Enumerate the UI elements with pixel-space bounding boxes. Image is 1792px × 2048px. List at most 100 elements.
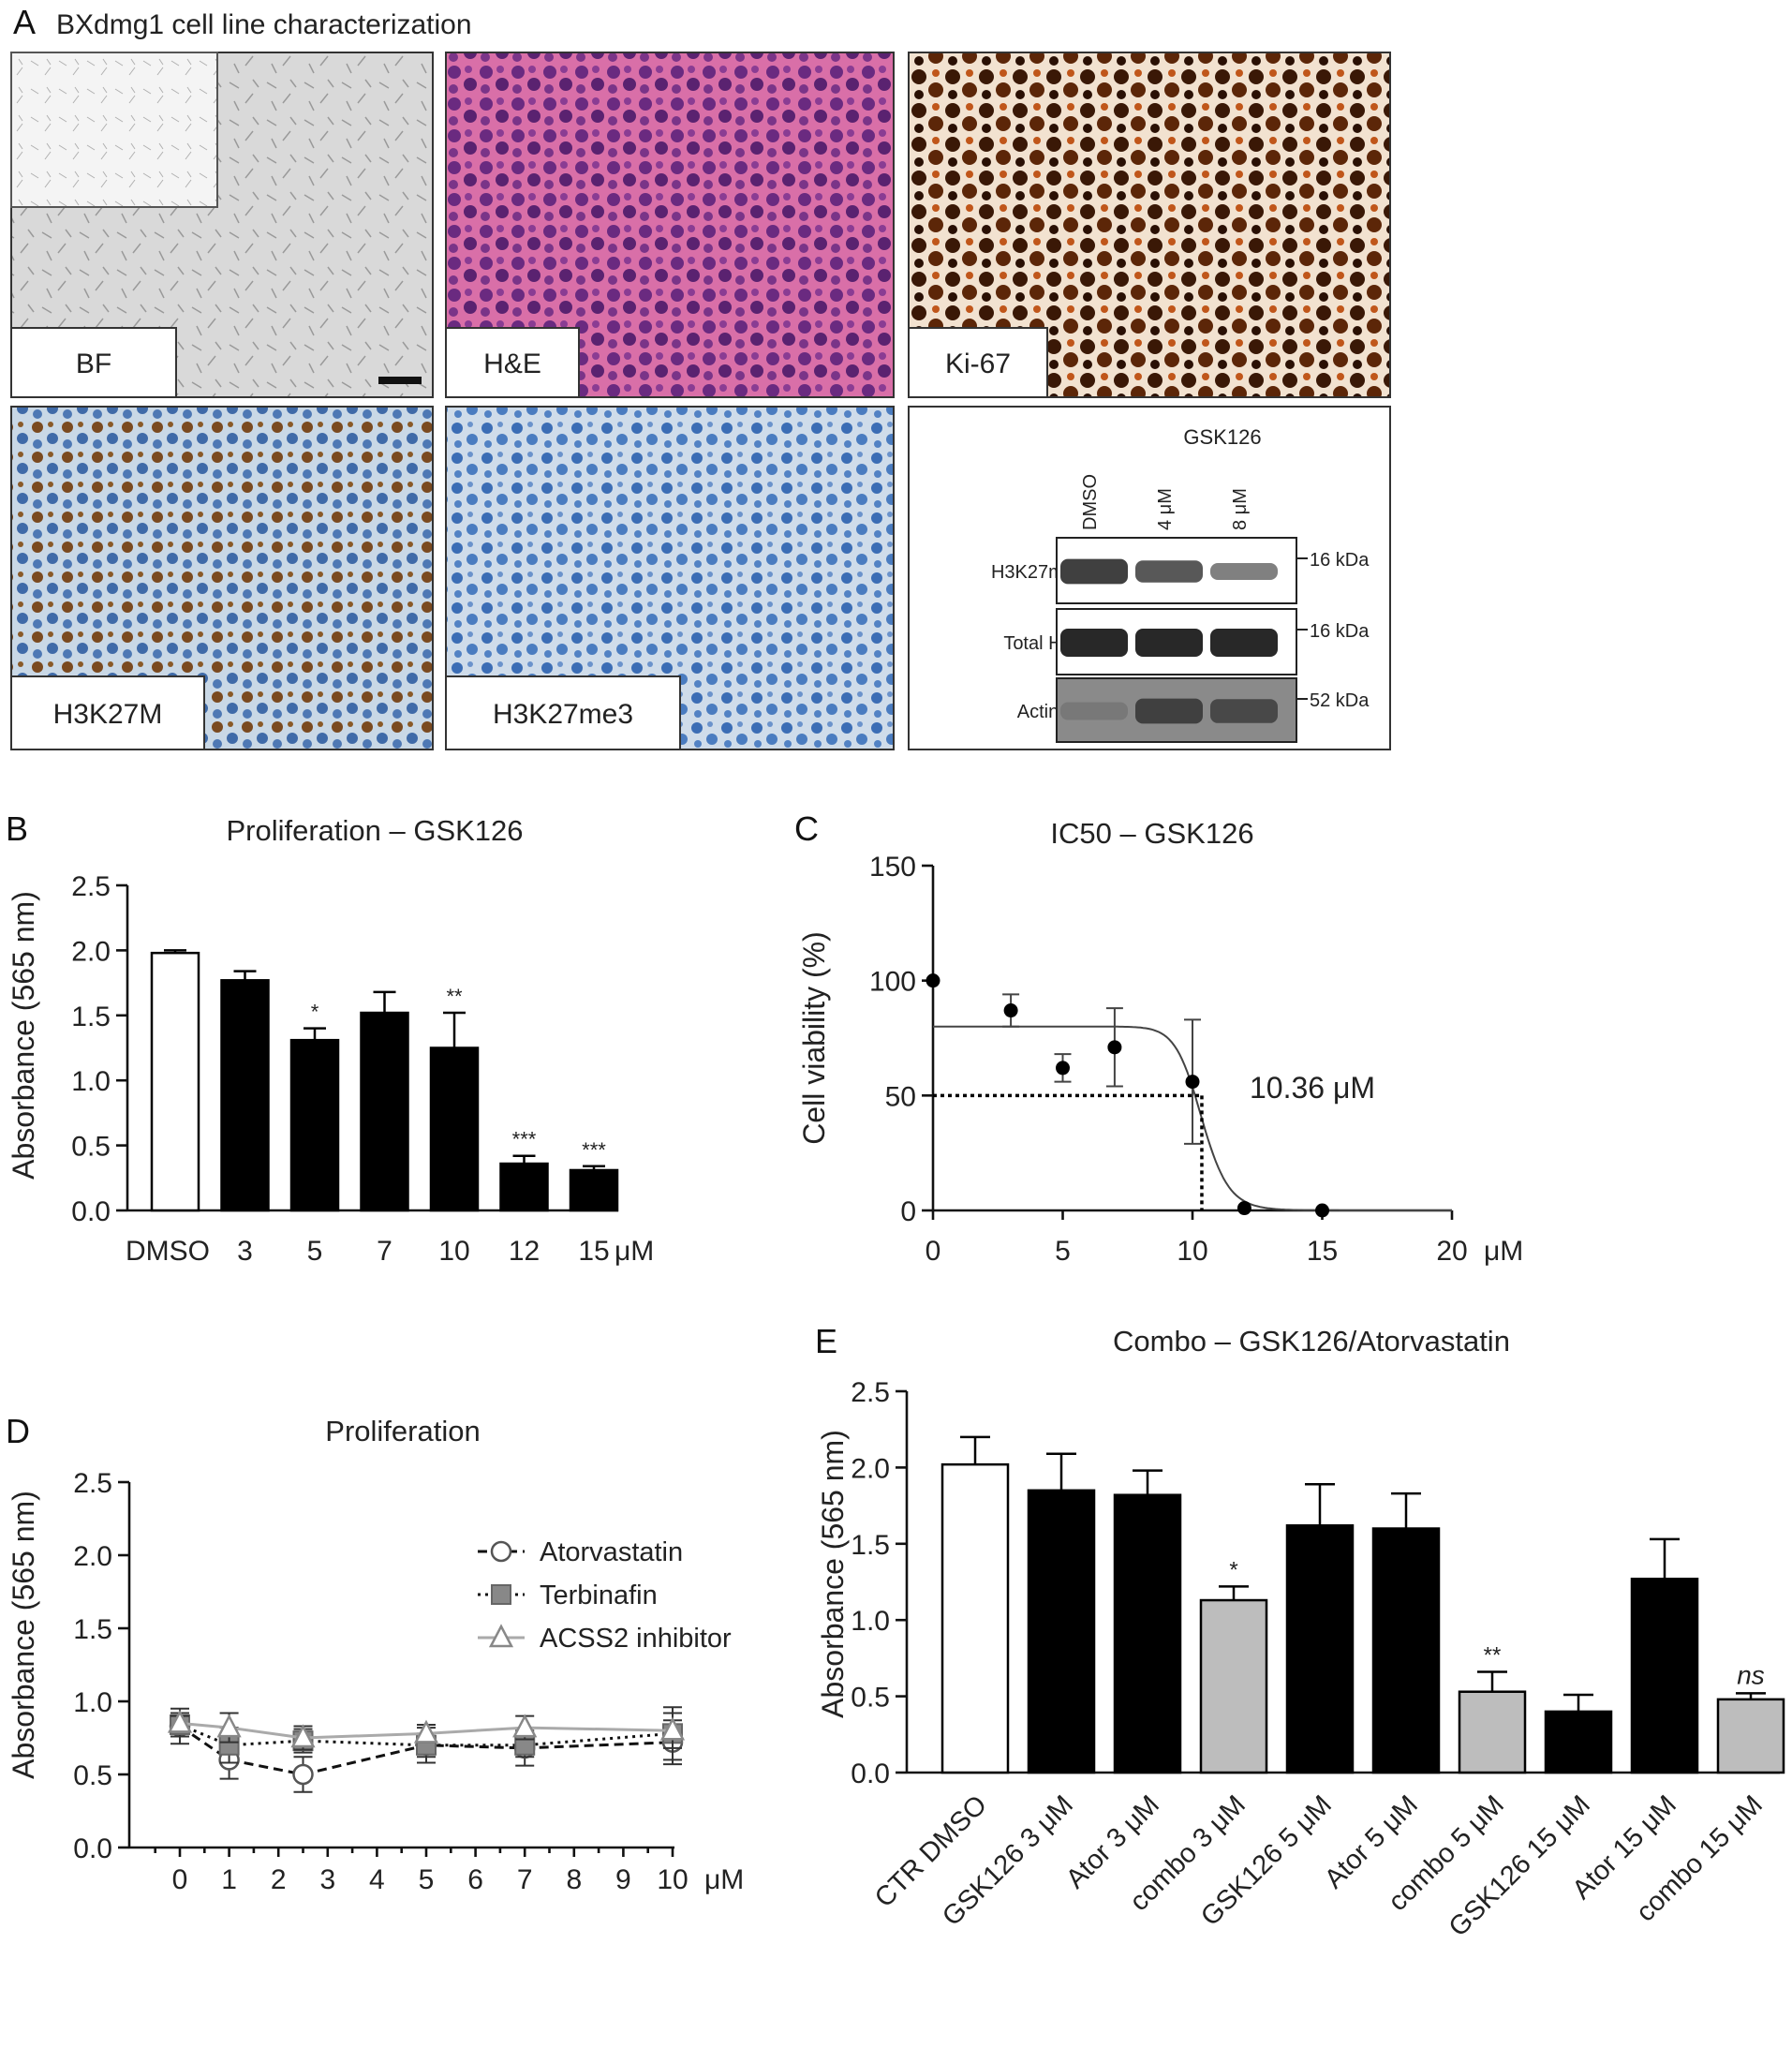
blot-band (1060, 629, 1128, 657)
blot-band (1135, 560, 1203, 583)
micrograph-he: H&E (445, 52, 895, 398)
scale-bar (378, 377, 422, 384)
panel-b-significance: *** (512, 1128, 537, 1151)
panel-d-title: Proliferation (325, 1415, 480, 1447)
blot-band (1210, 563, 1278, 580)
panel-d-xunit: μM (704, 1864, 744, 1895)
panel-b-bar (499, 1162, 549, 1212)
tile-label-h3k27me3: H3K27me3 (493, 699, 633, 730)
blot-marker-label: 52 kDa (1310, 690, 1370, 711)
micrograph-h3k27me3: H3K27me3 (445, 406, 895, 750)
panel-c-y-tick-label: 50 (885, 1081, 916, 1112)
panel-c-ylabel: Cell viability (%) (797, 931, 831, 1145)
blot-band (1060, 702, 1128, 720)
blot-band (1135, 698, 1203, 724)
panel-b-bar (150, 951, 200, 1212)
panel-e-bar (1630, 1577, 1699, 1774)
panel-b-significance: * (311, 1001, 319, 1024)
panel-b-letter: B (6, 809, 28, 848)
micrograph-ki67: Ki-67 (908, 52, 1391, 398)
tile-label-ki67: Ki-67 (945, 349, 1011, 379)
panel-b-y-tick-label: 0.0 (71, 1196, 111, 1227)
panel-a-title: BXdmg1 cell line characterization (56, 9, 472, 40)
panel-b-y-tick-label: 1.5 (71, 1002, 111, 1032)
panel-c-letter: C (794, 809, 819, 848)
panel-d-point (659, 1716, 686, 1741)
panel-e-title: Combo – GSK126/Atorvastatin (1113, 1325, 1510, 1358)
panel-b-bar (569, 1168, 619, 1212)
panel-d-y-tick-label: 0.0 (73, 1833, 112, 1864)
panel-d-point (512, 1714, 538, 1738)
panel-e-bar (1371, 1527, 1441, 1774)
blot-lane-labels: DMSO 4 μM 8 μM (1080, 474, 1251, 530)
panel-b-x-tick-label: 5 (307, 1236, 323, 1267)
blot-band (1060, 558, 1128, 585)
panel-b-y-tick-label: 0.5 (71, 1132, 111, 1163)
panel-e: E Combo – GSK126/Atorvastatin Absorbance… (815, 1322, 1785, 1943)
panel-c-title: IC50 – GSK126 (1050, 817, 1253, 850)
panel-e-bar (1285, 1524, 1355, 1774)
panel-c-ic50-label: 10.36 μM (1250, 1071, 1375, 1105)
panel-e-bar (1199, 1598, 1268, 1774)
panel-d-series-line (179, 1721, 674, 1740)
panel-b-x-tick-label: 10 (438, 1236, 469, 1267)
panel-d-point (413, 1719, 439, 1744)
panel-d-legend: Atorvastatin Terbinafin ACSS2 inhibitor (478, 1537, 732, 1654)
panel-d-y-tick-label: 2.5 (73, 1468, 112, 1499)
panel-b-plot: 0.0 0.5 1.0 1.5 2.0 2.5 DMSO 3 * 5 7 ** 10 *** 12 *** 15 (71, 871, 619, 1267)
panel-d-x-tick-label: 6 (467, 1864, 483, 1895)
panel-b-bar (220, 979, 270, 1212)
panel-b-x-tick-label: 12 (509, 1236, 540, 1267)
panel-a-letter: A (13, 3, 36, 41)
panel-b-title: Proliferation – GSK126 (226, 814, 523, 847)
panel-d-legend-label: ACSS2 inhibitor (540, 1624, 732, 1654)
panel-e-y-tick-label: 1.5 (851, 1530, 890, 1561)
panel-d-plot: 0.0 0.5 1.0 1.5 2.0 2.5 0 1 2 3 4 5 6 7 8 9 10 (73, 1468, 688, 1895)
blot-row-label: Total H3 (1003, 633, 1072, 654)
panel-c-point (1003, 1003, 1018, 1018)
bf-inset (10, 52, 218, 208)
panel-e-bar (1716, 1698, 1785, 1774)
panel-d-legend-label: Terbinafin (540, 1581, 658, 1610)
tile-label-h3k27m: H3K27M (53, 699, 163, 730)
panel-e-bar (1027, 1489, 1096, 1774)
panel-d-x-tick-label: 3 (319, 1864, 335, 1895)
micrograph-h3k27m: H3K27M (10, 406, 434, 750)
blot-band (1210, 699, 1278, 723)
panel-d-point (290, 1724, 316, 1748)
panel-b-bar (429, 1046, 480, 1212)
panel-b-bar (289, 1038, 340, 1212)
panel-e-bar (1458, 1690, 1527, 1774)
blot-marker-label: 16 kDa (1310, 550, 1370, 571)
panel-e-significance: ns (1737, 1660, 1765, 1689)
panel-d-x-tick-label: 9 (615, 1864, 631, 1895)
blot-band (1210, 629, 1278, 657)
panel-e-significance: * (1229, 1557, 1237, 1582)
tile-label-he: H&E (483, 349, 541, 379)
panel-e-y-tick-label: 0.5 (851, 1683, 890, 1714)
blot-lane-label: 4 μM (1155, 488, 1176, 530)
panel-c-plot: 0 50 100 150 0 5 10 15 20 (869, 852, 1468, 1267)
panel-e-y-tick-label: 2.0 (851, 1453, 890, 1484)
blot-marker-label: 16 kDa (1310, 621, 1370, 642)
panel-d-x-tick-label: 0 (172, 1864, 188, 1895)
panel-c-point (926, 973, 940, 988)
panel-b-bar (360, 1011, 409, 1212)
panel-c-point (1107, 1040, 1122, 1055)
panel-e-letter: E (815, 1322, 837, 1360)
panel-c: C IC50 – GSK126 Cell viability (%) 0 50 10… (794, 809, 1523, 1267)
panel-e-bar (1113, 1493, 1182, 1774)
panel-b: B Proliferation – GSK126 Absorbance (565… (6, 809, 654, 1267)
panel-c-y-tick-label: 100 (869, 967, 916, 998)
panel-d-series-line (179, 1723, 674, 1747)
panel-e-bar (1544, 1710, 1613, 1774)
panel-b-x-tick-label: 15 (578, 1236, 609, 1267)
panel-c-point (1237, 1201, 1251, 1216)
panel-c-x-tick-label: 0 (926, 1236, 941, 1267)
panel-d-legend-marker (491, 1584, 511, 1605)
panel-c-point (1315, 1203, 1329, 1218)
panel-c-x-tick-label: 20 (1436, 1236, 1467, 1267)
